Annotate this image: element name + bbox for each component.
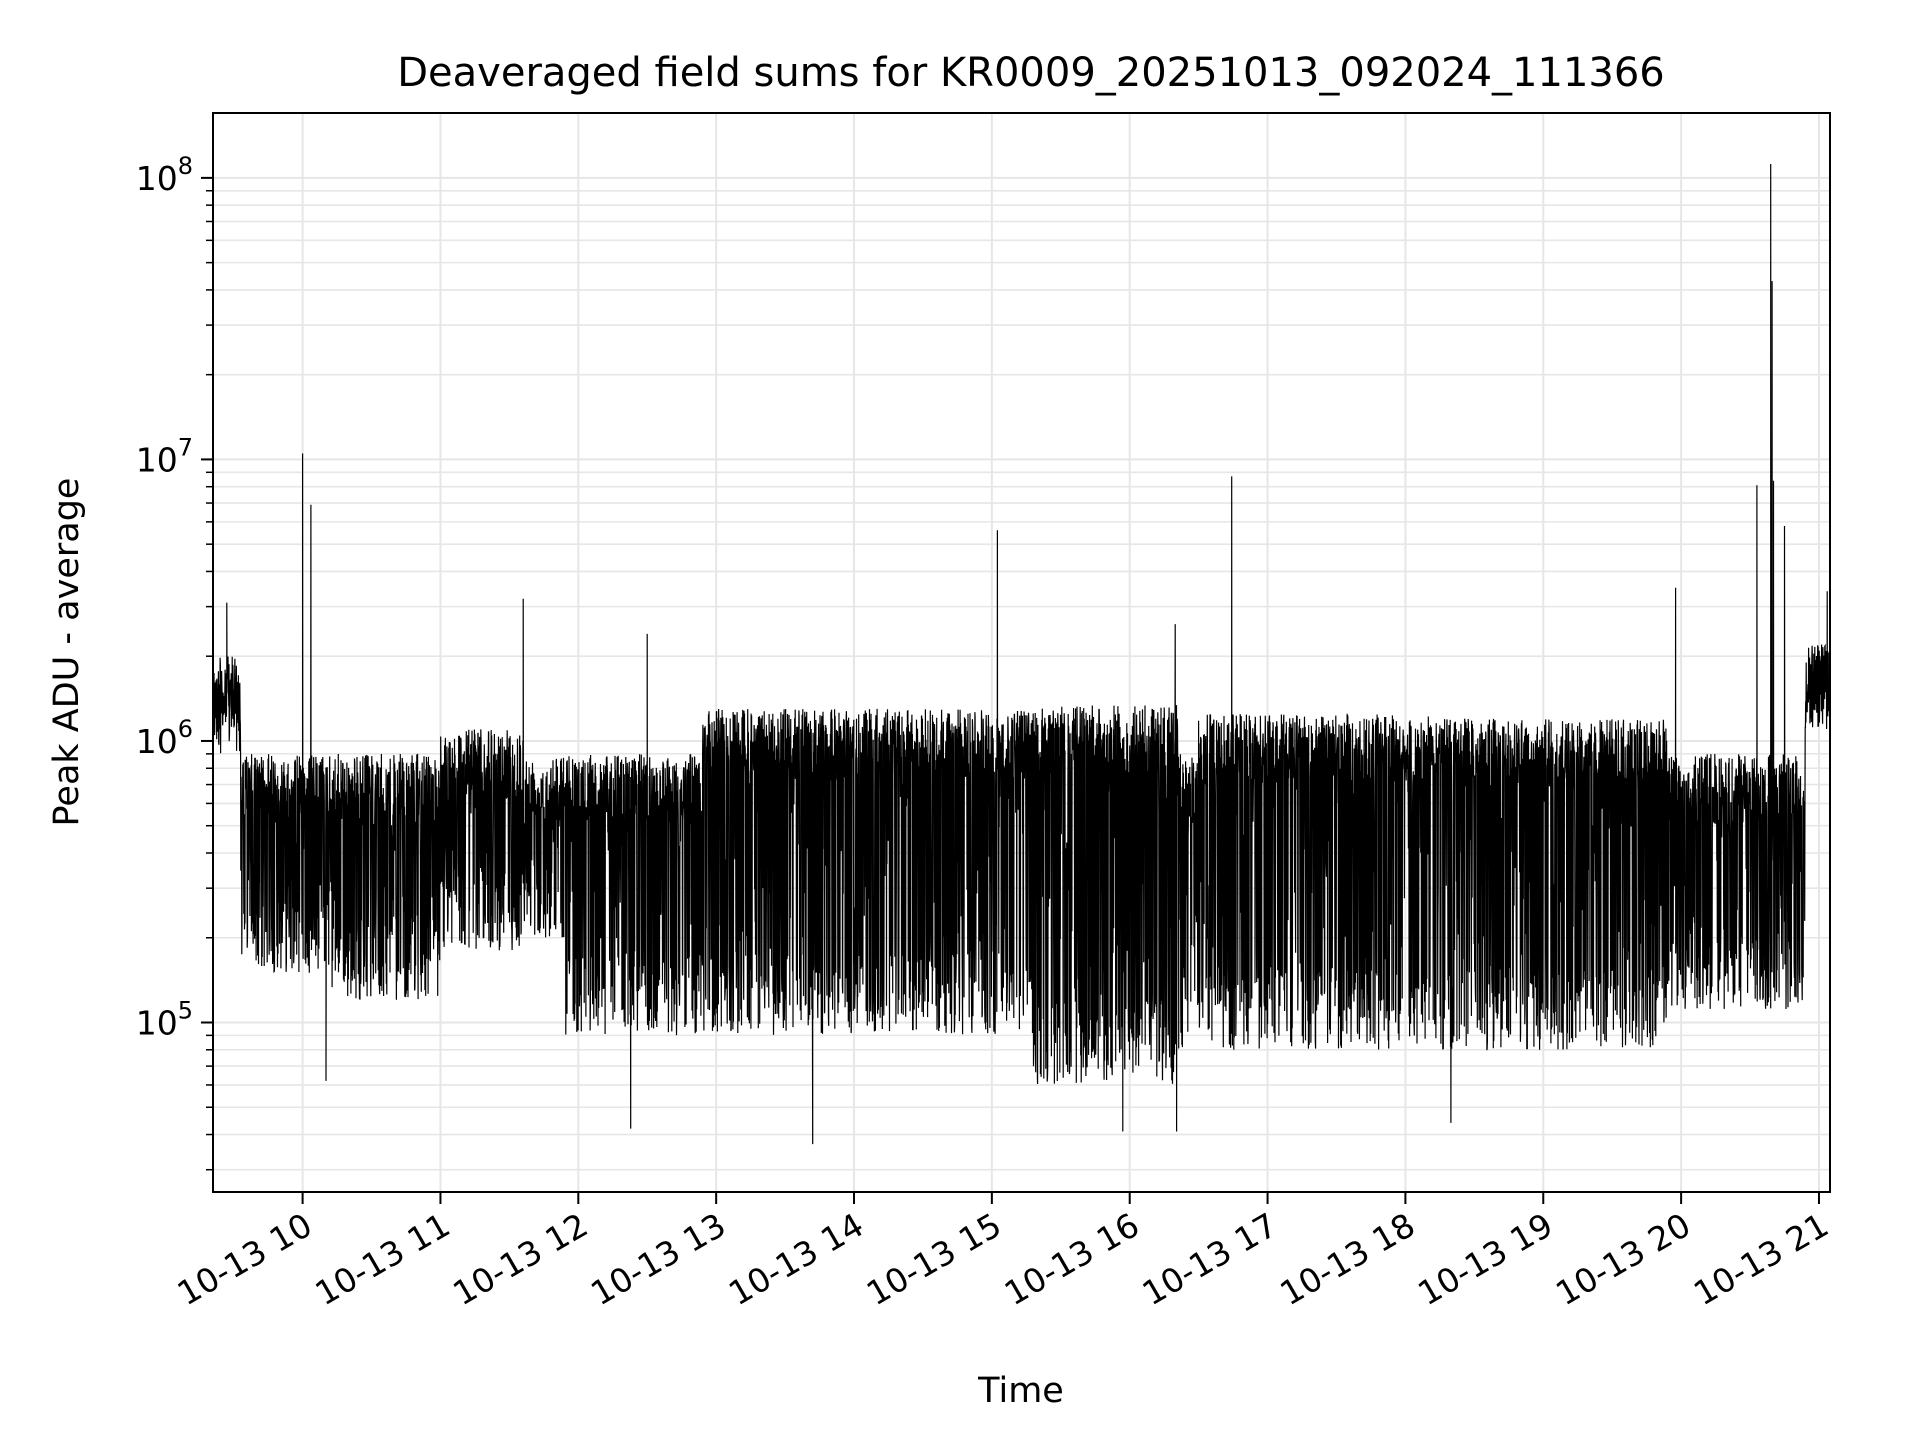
y-tick-label: 105 xyxy=(136,996,193,1042)
data-series xyxy=(212,163,1831,1145)
x-axis-label: Time xyxy=(977,1371,1064,1411)
y-tick-label: 107 xyxy=(136,433,193,479)
chart-title: Deaveraged field sums for KR0009_2025101… xyxy=(397,50,1665,96)
y-axis-label: Peak ADU - average xyxy=(47,478,87,827)
y-tick-label: 108 xyxy=(136,152,193,198)
series-line xyxy=(212,163,1831,1145)
y-axis: 105 106 107 108 xyxy=(136,152,213,1171)
grid xyxy=(213,113,1830,1192)
plot-area-frame xyxy=(212,112,1831,1193)
y-tick-label: 106 xyxy=(136,715,193,761)
